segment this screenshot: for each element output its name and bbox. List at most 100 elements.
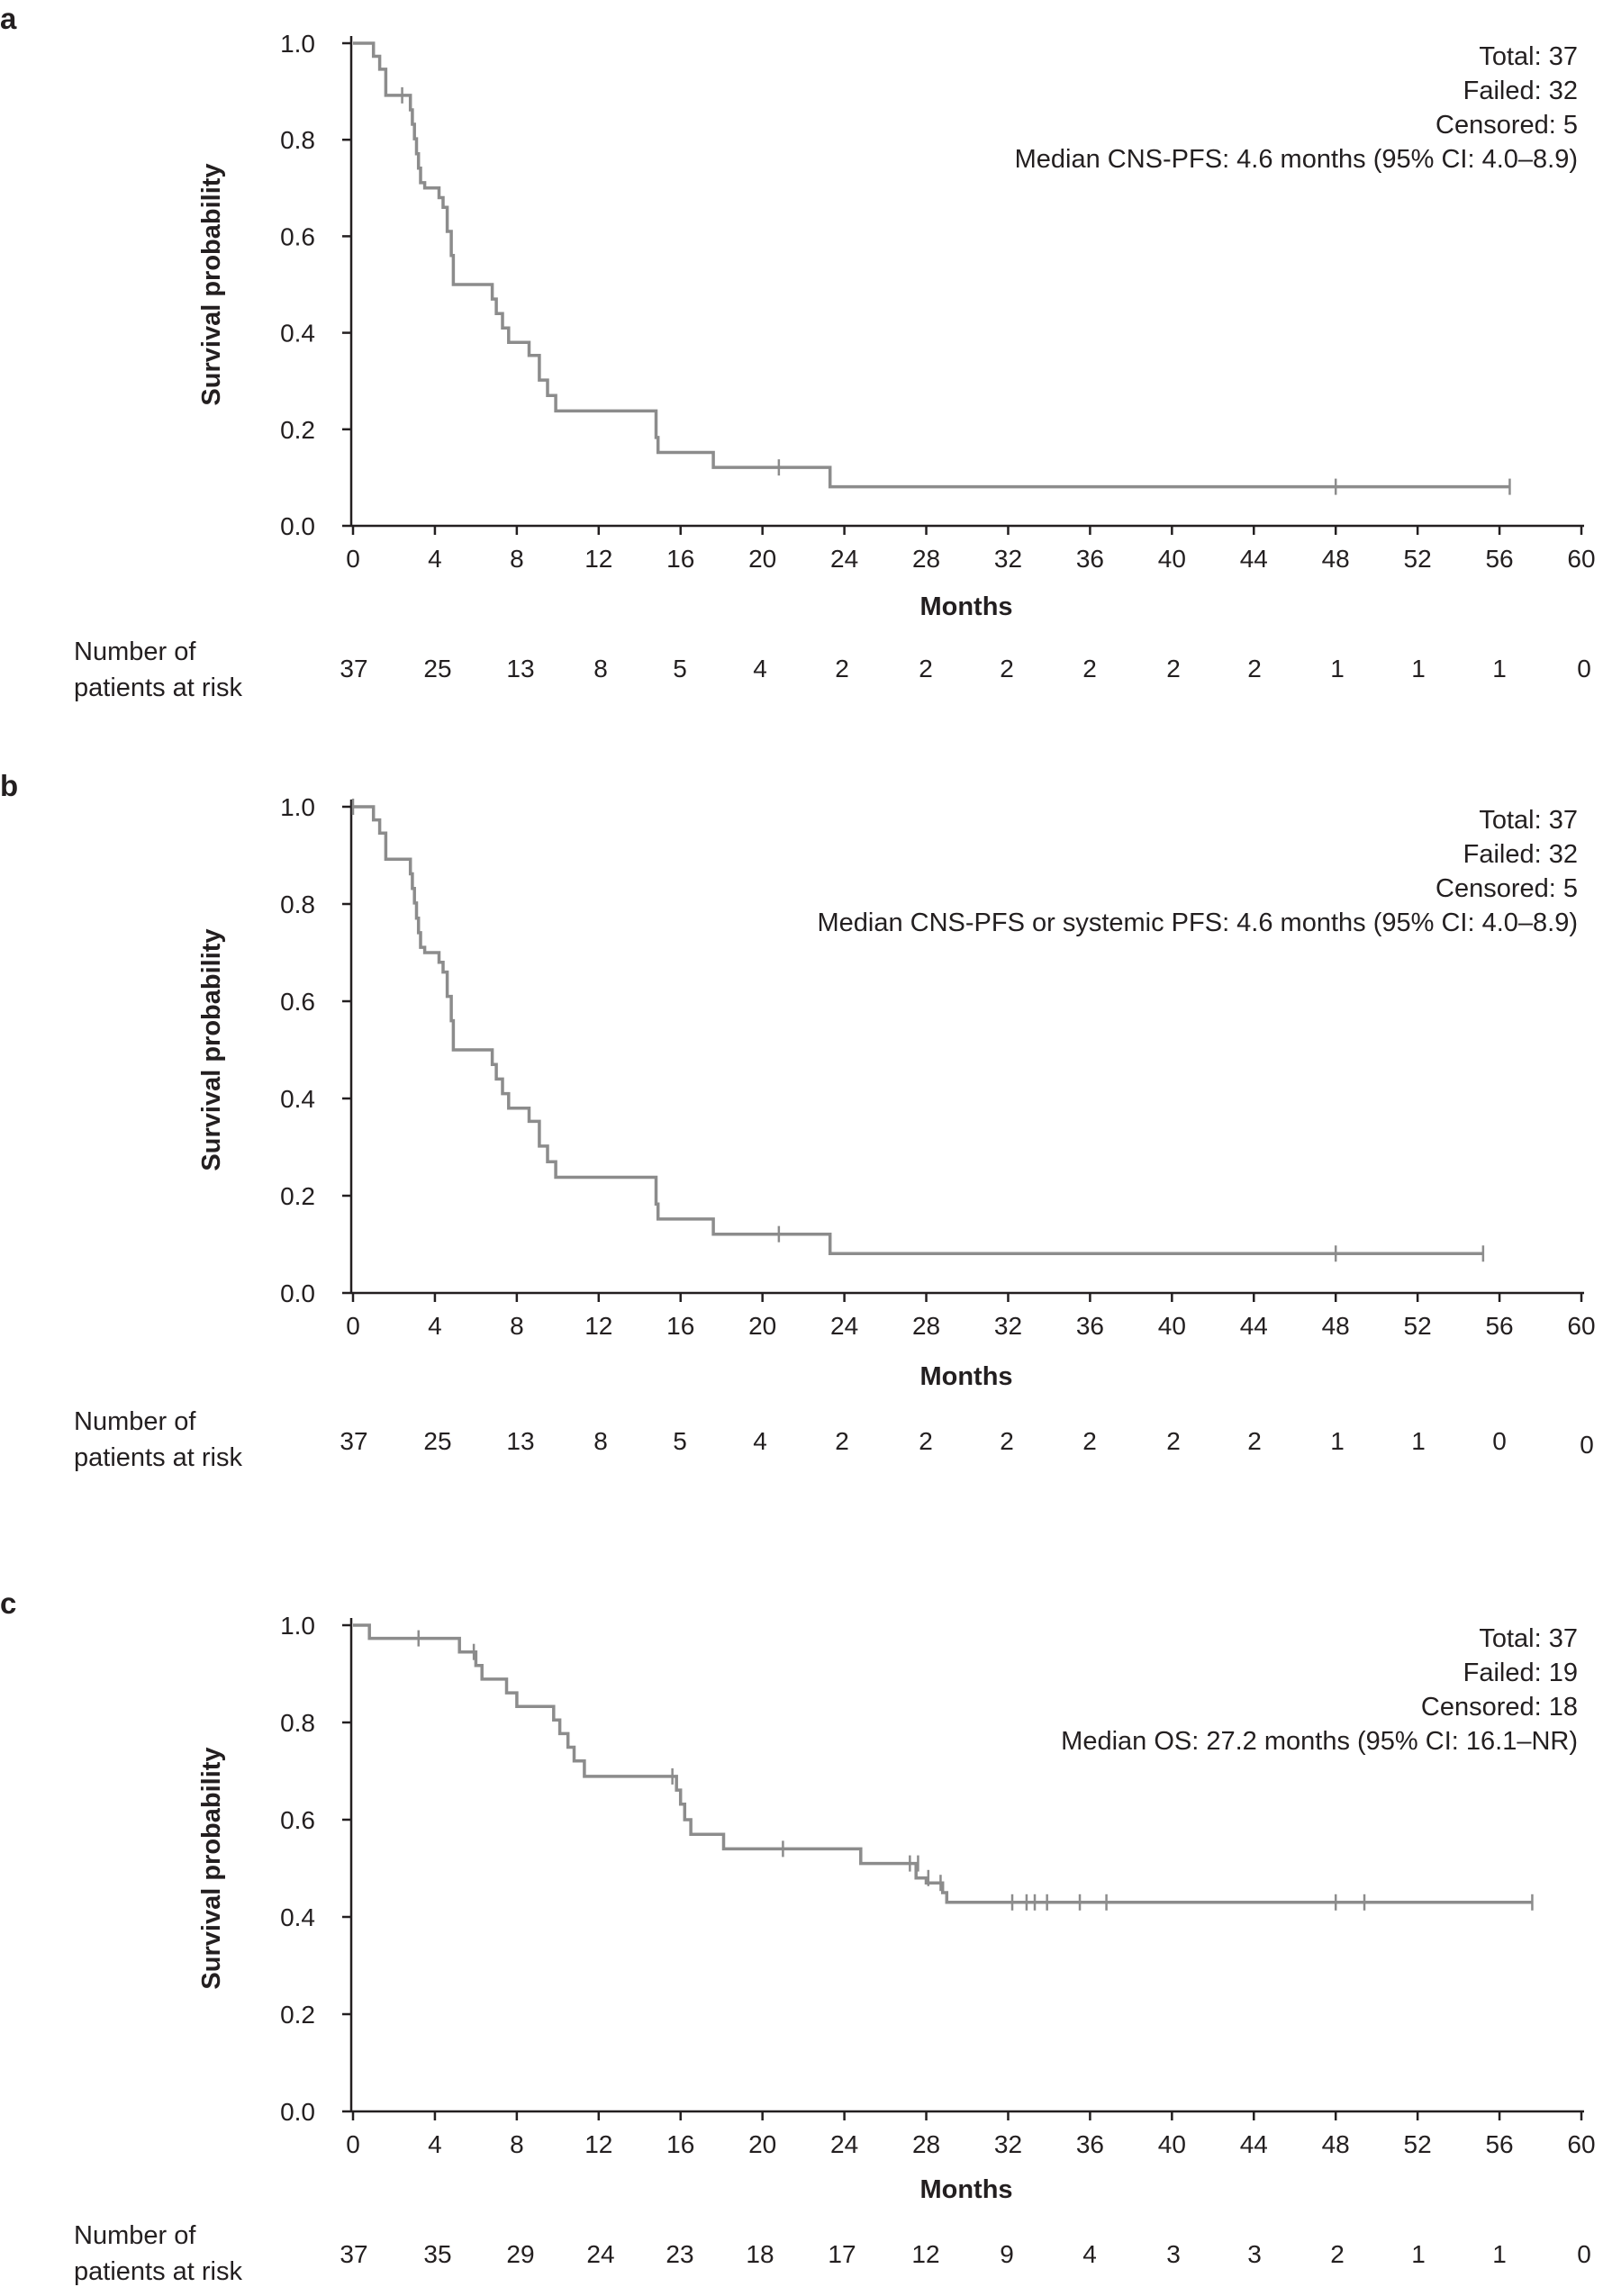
y-tick-label: 0.6 — [280, 222, 315, 250]
km-survival-curve — [353, 41, 1510, 489]
x-tick-label: 12 — [584, 2130, 612, 2158]
stats-line: Median OS: 27.2 months (95% CI: 16.1–NR) — [1061, 1727, 1578, 1756]
stats-line: Failed: 19 — [1463, 1659, 1578, 1687]
risk-count: 2 — [1247, 1427, 1262, 1455]
km-survival-curve — [353, 1623, 1533, 1904]
x-tick-label: 8 — [510, 545, 524, 573]
x-axis-title: Months — [919, 2175, 1012, 2204]
risk-table-title: patients at risk — [74, 2257, 242, 2286]
risk-count: 13 — [506, 655, 534, 682]
y-tick-label: 1.0 — [280, 1612, 315, 1640]
risk-count: 5 — [673, 655, 687, 682]
x-tick-label: 28 — [912, 1312, 940, 1340]
x-axis-title: Months — [919, 1362, 1012, 1391]
x-tick-label: 32 — [994, 2130, 1022, 2158]
risk-count: 5 — [673, 1427, 687, 1455]
stats-line: Censored: 18 — [1421, 1693, 1578, 1722]
x-tick-label: 24 — [830, 2130, 858, 2158]
x-tick-label: 44 — [1240, 2130, 1268, 2158]
risk-count: 2 — [835, 1427, 849, 1455]
risk-count: 25 — [423, 1427, 451, 1455]
x-tick-label: 56 — [1485, 1312, 1513, 1340]
risk-count: 1 — [1330, 655, 1345, 682]
risk-count: 1 — [1411, 1427, 1426, 1455]
x-tick-label: 4 — [428, 545, 442, 573]
x-tick-label: 40 — [1158, 545, 1186, 573]
y-tick-label: 1.0 — [280, 30, 315, 58]
risk-count: 4 — [753, 655, 767, 682]
km-panel-a: a0.00.20.40.60.81.00 4 8 12 16 20 24 28 32 36 40 44… — [0, 2, 1596, 702]
stats-line: Total: 37 — [1479, 1624, 1578, 1653]
risk-count: 4 — [1082, 2240, 1097, 2268]
risk-count: 1 — [1330, 1427, 1345, 1455]
risk-count: 37 — [340, 2240, 367, 2268]
risk-count: 17 — [828, 2240, 856, 2268]
panel-letter: b — [0, 769, 18, 802]
x-axis-title: Months — [919, 592, 1012, 621]
x-tick-label: 48 — [1322, 545, 1350, 573]
panel-letter: a — [0, 2, 17, 35]
km-panel-c: c0.00.20.40.60.81.00 4 8 12 16 20 24 28 32 36 40 44… — [0, 1586, 1596, 2286]
x-tick-label: 4 — [428, 2130, 442, 2158]
risk-table-title: Number of — [74, 1407, 196, 1436]
x-tick-label: 40 — [1158, 1312, 1186, 1340]
x-tick-label: 48 — [1322, 2130, 1350, 2158]
y-tick-label: 0.0 — [280, 2098, 315, 2126]
x-tick-label: 32 — [994, 545, 1022, 573]
risk-count: 37 — [340, 655, 367, 682]
risk-count: 4 — [753, 1427, 767, 1455]
risk-count: 18 — [746, 2240, 774, 2268]
risk-count: 0 — [1577, 655, 1591, 682]
risk-count: 2 — [835, 655, 849, 682]
risk-count: 3 — [1247, 2240, 1262, 2268]
x-tick-label: 52 — [1404, 2130, 1432, 2158]
risk-count: 24 — [586, 2240, 614, 2268]
y-tick-label: 0.0 — [280, 1279, 315, 1307]
risk-count: 2 — [1000, 655, 1014, 682]
y-tick-label: 0.6 — [280, 1806, 315, 1834]
stats-line: Failed: 32 — [1463, 77, 1578, 105]
risk-count: 1 — [1492, 2240, 1507, 2268]
risk-table-title: Number of — [74, 2221, 196, 2250]
x-tick-label: 8 — [510, 1312, 524, 1340]
km-survival-curve — [353, 805, 1483, 1256]
x-tick-label: 36 — [1076, 2130, 1104, 2158]
risk-count: 35 — [423, 2240, 451, 2268]
risk-count: 0 — [1577, 2240, 1591, 2268]
km-panel-b: b0.00.20.40.60.81.00 4 8 12 16 20 24 28 32 36 40 44… — [0, 769, 1596, 1472]
risk-table-title: patients at risk — [74, 673, 242, 702]
x-tick-label: 20 — [748, 545, 776, 573]
risk-count: 2 — [919, 1427, 933, 1455]
x-tick-label: 20 — [748, 2130, 776, 2158]
y-tick-label: 0.0 — [280, 512, 315, 540]
y-tick-label: 0.4 — [280, 320, 315, 348]
x-tick-label: 4 — [428, 1312, 442, 1340]
risk-count: 37 — [340, 1427, 367, 1455]
y-axis-title: Survival probability — [197, 1747, 226, 1989]
y-tick-label: 1.0 — [280, 793, 315, 821]
risk-count: 29 — [506, 2240, 534, 2268]
risk-count: 2 — [1166, 1427, 1181, 1455]
y-axis-title: Survival probability — [197, 928, 226, 1171]
x-tick-label: 0 — [346, 1312, 360, 1340]
x-tick-label: 28 — [912, 2130, 940, 2158]
stats-line: Total: 37 — [1479, 806, 1578, 835]
x-tick-label: 24 — [830, 545, 858, 573]
x-tick-label: 36 — [1076, 545, 1104, 573]
risk-count: 8 — [593, 655, 608, 682]
risk-count: 1 — [1411, 2240, 1426, 2268]
x-tick-label: 56 — [1485, 2130, 1513, 2158]
risk-count: 2 — [919, 655, 933, 682]
x-tick-label: 36 — [1076, 1312, 1104, 1340]
y-axis-title: Survival probability — [197, 163, 226, 405]
y-tick-label: 0.2 — [280, 416, 315, 444]
risk-count: 9 — [1000, 2240, 1014, 2268]
risk-table-title: patients at risk — [74, 1443, 242, 1472]
risk-count: 3 — [1166, 2240, 1181, 2268]
x-tick-label: 16 — [666, 2130, 694, 2158]
risk-count: 2 — [1330, 2240, 1345, 2268]
risk-count: 23 — [666, 2240, 693, 2268]
stats-line: Median CNS-PFS: 4.6 months (95% CI: 4.0–… — [1015, 145, 1578, 174]
risk-count: 25 — [423, 655, 451, 682]
